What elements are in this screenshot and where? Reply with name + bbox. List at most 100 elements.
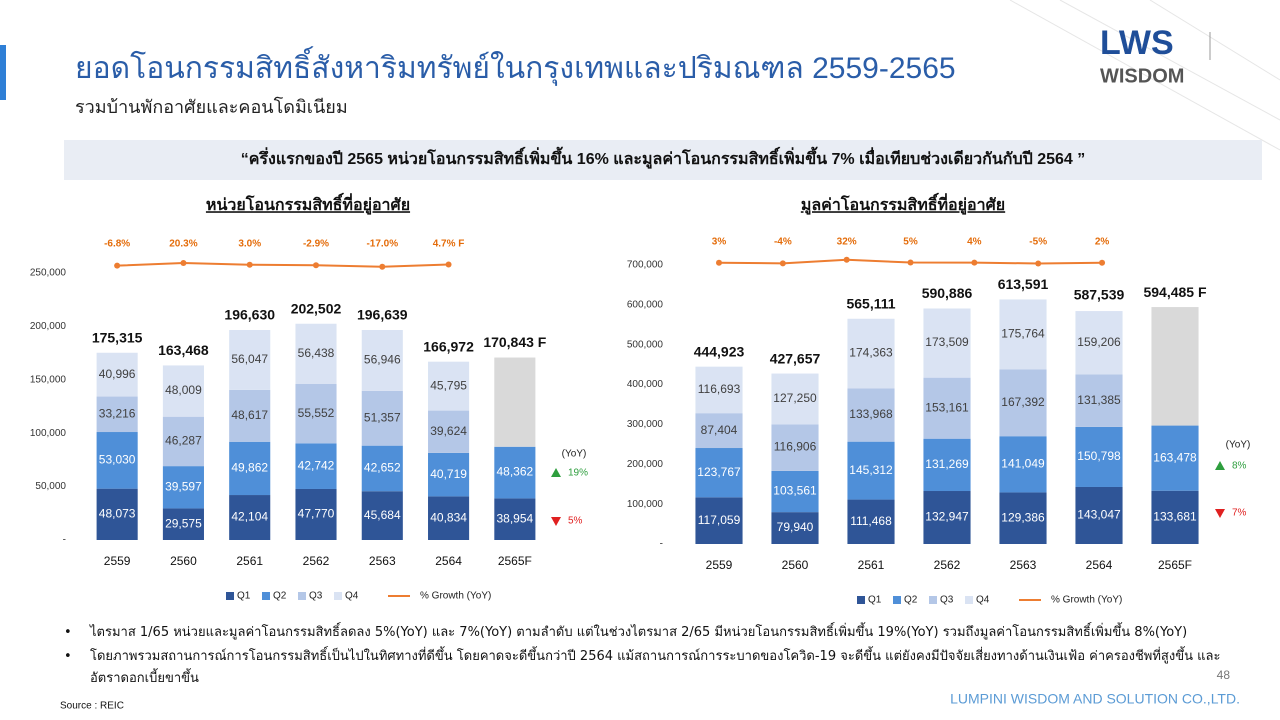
x-tick-label: 2564 bbox=[435, 554, 462, 568]
y-tick-label: 400,000 bbox=[627, 379, 664, 390]
growth-label: -6.8% bbox=[104, 239, 130, 250]
legend-swatch bbox=[262, 592, 270, 600]
growth-point bbox=[779, 260, 786, 267]
bar-segment bbox=[923, 491, 971, 544]
x-tick-label: 2560 bbox=[170, 554, 197, 568]
segment-label: 51,357 bbox=[364, 410, 401, 424]
quote-box bbox=[64, 140, 1262, 180]
y-tick-label: 600,000 bbox=[627, 299, 664, 310]
legend-swatch bbox=[929, 596, 937, 604]
x-tick-label: 2561 bbox=[236, 554, 263, 568]
yoy-down: 5% bbox=[568, 516, 583, 527]
segment-label: 116,906 bbox=[774, 440, 817, 454]
x-tick-label: 2559 bbox=[104, 554, 131, 568]
growth-line bbox=[117, 261, 449, 268]
bar-segment bbox=[923, 308, 971, 378]
segment-label: 40,719 bbox=[430, 467, 467, 481]
bar-segment bbox=[428, 361, 470, 411]
slide-title: ยอดโอนกรรมสิทธิ์สังหาริมทรัพย์ในกรุงเทพแ… bbox=[75, 46, 956, 87]
segment-label: 79,940 bbox=[777, 520, 814, 534]
segment-label: 129,386 bbox=[1001, 510, 1045, 524]
y-tick-label: 300,000 bbox=[627, 419, 664, 430]
bar-segment bbox=[361, 445, 403, 492]
segment-label: 175,764 bbox=[1001, 327, 1045, 341]
bar-segment bbox=[229, 495, 271, 540]
segment-label: 56,946 bbox=[364, 353, 401, 367]
chart-title: มูลค่าโอนกรรมสิทธิ์ที่อยู่อาศัย bbox=[801, 193, 1005, 216]
growth-label: 3.0% bbox=[238, 239, 261, 250]
growth-label: 32% bbox=[837, 237, 857, 248]
bar-segment bbox=[847, 318, 895, 389]
bar-segment bbox=[695, 497, 743, 544]
yoy-up: 8% bbox=[1232, 461, 1247, 472]
segment-label: 42,104 bbox=[231, 510, 268, 524]
y-tick-label: 100,000 bbox=[627, 499, 664, 510]
bar-segment bbox=[162, 466, 204, 509]
segment-label: 48,009 bbox=[165, 383, 202, 397]
y-tick-label: 500,000 bbox=[627, 339, 664, 350]
bar-segment bbox=[162, 416, 204, 467]
growth-label: 5% bbox=[903, 237, 918, 248]
accent-bar bbox=[0, 45, 6, 100]
x-tick-label: 2559 bbox=[706, 558, 733, 572]
growth-label: -17.0% bbox=[366, 239, 398, 250]
down-triangle bbox=[1215, 509, 1225, 518]
total-label: 175,315 bbox=[92, 329, 143, 345]
source: Source : REIC bbox=[60, 701, 124, 712]
growth-point bbox=[1099, 259, 1106, 266]
legend-swatch bbox=[965, 596, 973, 604]
legend-label: Q4 bbox=[345, 591, 359, 602]
y-tick-label: - bbox=[63, 535, 66, 546]
segment-label: 150,798 bbox=[1077, 449, 1121, 463]
segment-label: 47,770 bbox=[298, 507, 335, 521]
bar-segment bbox=[361, 390, 403, 446]
segment-label: 174,363 bbox=[849, 346, 893, 360]
x-tick-label: 2562 bbox=[934, 558, 961, 572]
y-tick-label: 100,000 bbox=[30, 428, 67, 439]
bar-segment bbox=[999, 436, 1047, 493]
segment-label: 131,385 bbox=[1077, 393, 1121, 407]
segment-label: 46,287 bbox=[165, 434, 202, 448]
segment-label: 159,206 bbox=[1077, 335, 1121, 349]
bar-segment bbox=[295, 323, 337, 385]
bar-segment bbox=[229, 441, 271, 496]
bar-segment bbox=[695, 448, 743, 498]
segment-label: 49,862 bbox=[231, 461, 268, 475]
bar-segment bbox=[999, 492, 1047, 544]
bar-segment bbox=[494, 498, 536, 540]
growth-point bbox=[379, 263, 386, 270]
segment-label: 39,624 bbox=[430, 424, 467, 438]
total-label: 427,657 bbox=[770, 350, 821, 366]
segment-label: 123,767 bbox=[697, 465, 741, 479]
bar-segment bbox=[847, 441, 895, 500]
segment-label: 167,392 bbox=[1001, 395, 1045, 409]
bar-segment bbox=[1075, 486, 1123, 544]
bar-segment bbox=[771, 512, 819, 544]
segment-label: 132,947 bbox=[925, 510, 969, 524]
x-tick-label: 2565F bbox=[498, 554, 532, 568]
forecast-bar bbox=[1151, 307, 1199, 426]
total-label: 444,923 bbox=[694, 343, 745, 359]
segment-label: 45,684 bbox=[364, 508, 401, 522]
segment-label: 42,742 bbox=[298, 458, 335, 472]
bar-segment bbox=[96, 432, 138, 489]
legend-label: Q1 bbox=[237, 591, 251, 602]
segment-label: 48,073 bbox=[99, 507, 136, 521]
total-label: 587,539 bbox=[1074, 287, 1125, 303]
total-label: 594,485 F bbox=[1143, 284, 1206, 300]
bar-segment bbox=[923, 377, 971, 439]
segment-label: 116,693 bbox=[698, 382, 741, 396]
growth-label: 4.7% F bbox=[433, 239, 465, 250]
legend-swatch bbox=[226, 592, 234, 600]
segment-label: 111,468 bbox=[850, 514, 892, 528]
bar-segment bbox=[999, 369, 1047, 437]
segment-label: 131,269 bbox=[925, 457, 969, 471]
growth-label: 20.3% bbox=[169, 239, 197, 250]
slide-subtitle: รวมบ้านพักอาศัยและคอนโดมิเนียม bbox=[75, 96, 348, 117]
legend-label: Q3 bbox=[940, 595, 954, 606]
bar-segment bbox=[771, 373, 819, 425]
growth-label: -5% bbox=[1029, 237, 1047, 248]
y-tick-label: - bbox=[660, 539, 663, 550]
bullet: ไตรมาส 1/65 หน่วยและมูลค่าโอนกรรมสิทธิ์ล… bbox=[64, 622, 1250, 644]
